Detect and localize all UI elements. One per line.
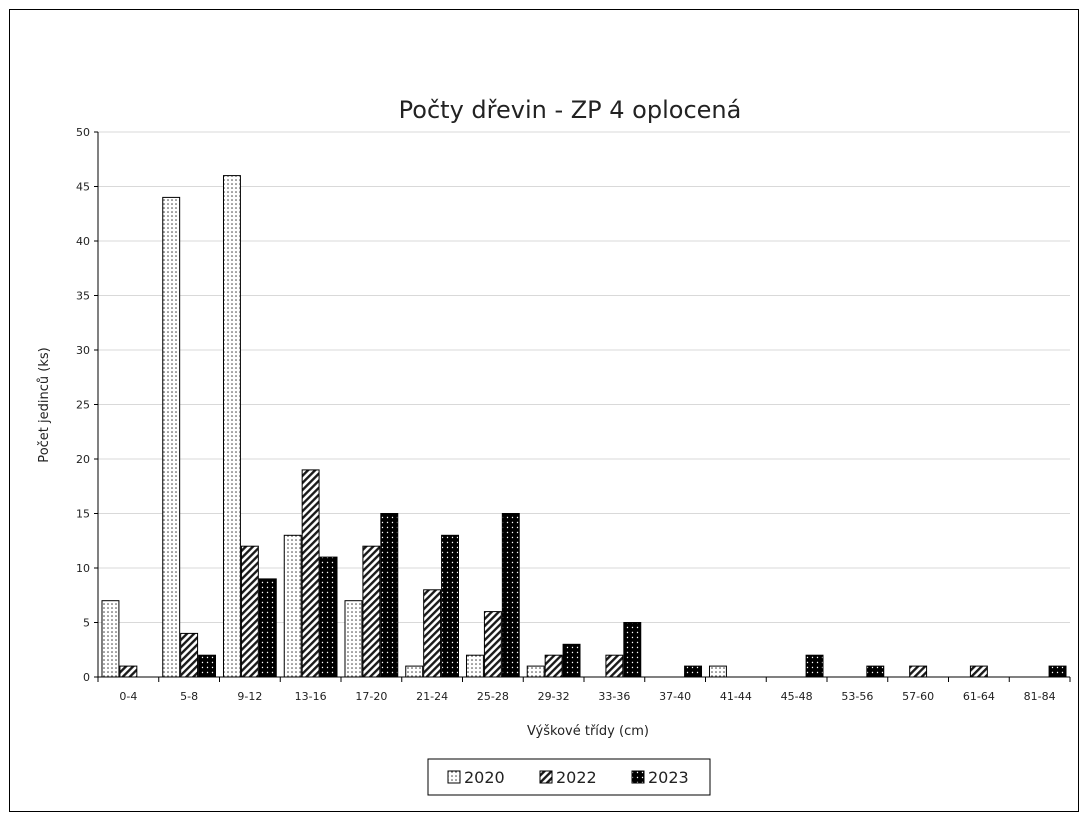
legend-swatch-2023 [631, 770, 645, 784]
bar-2022-0-4 [119, 665, 138, 678]
bar-2023-37-40 [684, 665, 703, 678]
bar-2020-21-24 [405, 665, 424, 678]
bar-2020-9-12 [222, 175, 241, 678]
chart-title: Počty dřevin - ZP 4 oplocená [399, 96, 742, 124]
y-tick-label: 25 [76, 399, 90, 412]
bar-2023-9-12 [258, 578, 277, 678]
x-tick-label: 21-24 [416, 690, 448, 703]
y-axis-label: Počet jedinců (ks) [37, 347, 52, 462]
x-tick-labels: 0-4 5-8 9-12 13-16 17-20 21-24 25-28 29-32 33-36… [119, 690, 1055, 703]
bar-2020-17-20 [344, 600, 363, 678]
x-tick-label: 41-44 [720, 690, 752, 703]
bar-2022-57-60 [909, 665, 928, 678]
bar-2022-13-16 [301, 469, 320, 678]
y-tick-label: 10 [76, 562, 90, 575]
bar-2020-25-28 [465, 654, 484, 678]
bar-2023-45-48 [805, 654, 824, 678]
x-tick-label: 0-4 [119, 690, 137, 703]
bar-2020-0-4 [101, 600, 120, 678]
legend-box [427, 758, 711, 796]
bar-2022-25-28 [483, 611, 502, 678]
y-tick-label: 0 [83, 671, 90, 684]
x-axis-label: Výškové třídy (cm) [527, 724, 649, 739]
x-tick-label: 57-60 [902, 690, 934, 703]
bars [101, 175, 1067, 678]
y-tick-label: 40 [76, 235, 90, 248]
bar-2020-5-8 [162, 196, 181, 678]
bar-2020-29-32 [526, 665, 545, 678]
bar-2022-21-24 [423, 589, 442, 678]
bar-2022-17-20 [362, 545, 381, 678]
legend-swatch-2020 [447, 770, 461, 784]
bar-2023-33-36 [623, 622, 642, 678]
y-tick-label: 50 [76, 126, 90, 139]
bar-2022-61-64 [969, 665, 988, 678]
x-tick-label: 81-84 [1024, 690, 1056, 703]
x-tick-label: 13-16 [295, 690, 327, 703]
x-tick-label: 61-64 [963, 690, 995, 703]
x-tick-label: 29-32 [538, 690, 570, 703]
x-tick-label: 33-36 [598, 690, 630, 703]
legend-swatch-2022 [539, 770, 553, 784]
y-tick-label: 5 [83, 617, 90, 630]
bar-chart: Počty dřevin - ZP 4 oplocená 0 5 10 15 20 25 3… [37, 96, 1071, 796]
bar-2023-13-16 [319, 556, 338, 678]
x-tick-label: 25-28 [477, 690, 509, 703]
bar-2023-81-84 [1048, 665, 1067, 678]
bar-2022-9-12 [240, 545, 259, 678]
bar-2022-29-32 [544, 654, 563, 678]
chart-frame: Počty dřevin - ZP 4 oplocená 0 5 10 15 20 25 3… [9, 9, 1079, 812]
y-tick-labels: 0 5 10 15 20 25 30 35 40 45 50 [76, 126, 90, 684]
legend-label-2022: 2022 [556, 768, 597, 787]
gridlines [98, 131, 1070, 623]
y-tick-label: 15 [76, 508, 90, 521]
y-tick-label: 45 [76, 181, 90, 194]
y-tick-label: 30 [76, 344, 90, 357]
legend-label-2023: 2023 [648, 768, 689, 787]
bar-2022-5-8 [180, 632, 199, 678]
bar-2020-41-44 [708, 665, 727, 678]
x-tick-label: 53-56 [841, 690, 873, 703]
bar-2023-17-20 [380, 513, 399, 678]
bar-2023-5-8 [198, 654, 217, 678]
legend: 2020 2022 2023 [427, 758, 711, 796]
bar-2023-29-32 [562, 643, 581, 678]
bar-2023-53-56 [866, 665, 885, 678]
bar-2023-25-28 [501, 513, 520, 678]
x-tick-label: 5-8 [180, 690, 198, 703]
y-tick-label: 35 [76, 290, 90, 303]
legend-label-2020: 2020 [464, 768, 505, 787]
axes [94, 131, 1071, 682]
x-tick-label: 17-20 [355, 690, 387, 703]
bar-2023-21-24 [441, 534, 460, 678]
bar-2022-33-36 [605, 654, 624, 678]
y-tick-label: 20 [76, 453, 90, 466]
x-tick-label: 45-48 [781, 690, 813, 703]
x-tick-label: 37-40 [659, 690, 691, 703]
x-tick-label: 9-12 [237, 690, 262, 703]
bar-2020-13-16 [283, 534, 302, 678]
